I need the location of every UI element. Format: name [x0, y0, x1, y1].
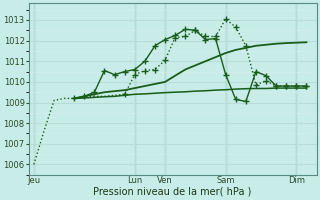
- X-axis label: Pression niveau de la mer( hPa ): Pression niveau de la mer( hPa ): [93, 187, 252, 197]
